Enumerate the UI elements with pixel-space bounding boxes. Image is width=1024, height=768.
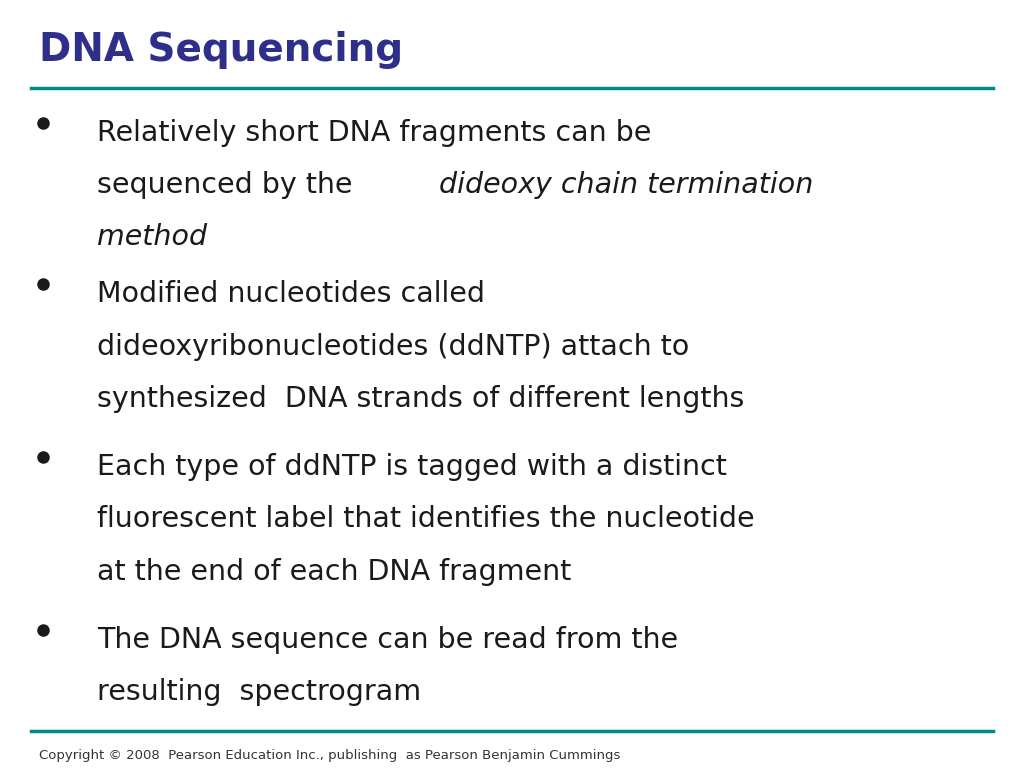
Text: method: method: [97, 223, 208, 251]
Text: at the end of each DNA fragment: at the end of each DNA fragment: [97, 558, 571, 585]
Text: dideoxyribonucleotides (ddNTP) attach to: dideoxyribonucleotides (ddNTP) attach to: [97, 333, 689, 360]
Text: dideoxy chain termination: dideoxy chain termination: [438, 171, 813, 199]
Text: synthesized  DNA strands of different lengths: synthesized DNA strands of different len…: [97, 385, 744, 412]
Text: sequenced by the: sequenced by the: [97, 171, 361, 199]
Text: Modified nucleotides called: Modified nucleotides called: [97, 280, 485, 308]
Text: fluorescent label that identifies the nucleotide: fluorescent label that identifies the nu…: [97, 505, 755, 533]
Text: Each type of ddNTP is tagged with a distinct: Each type of ddNTP is tagged with a dist…: [97, 453, 727, 481]
Text: resulting  spectrogram: resulting spectrogram: [97, 678, 422, 706]
Text: Copyright © 2008  Pearson Education Inc., publishing  as Pearson Benjamin Cummin: Copyright © 2008 Pearson Education Inc.,…: [39, 749, 621, 762]
Text: The DNA sequence can be read from the: The DNA sequence can be read from the: [97, 626, 679, 654]
Text: DNA Sequencing: DNA Sequencing: [39, 31, 403, 68]
Text: Relatively short DNA fragments can be: Relatively short DNA fragments can be: [97, 119, 651, 147]
